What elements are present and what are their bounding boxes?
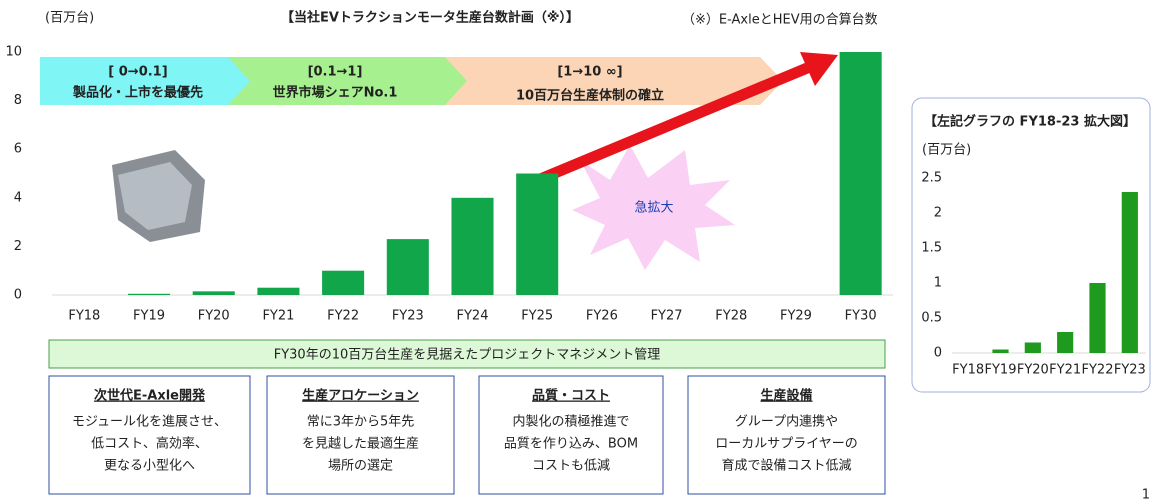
- stage-goal: 10百万台生産体制の確立: [516, 88, 664, 104]
- bar: [128, 294, 170, 295]
- y-tick-label: 1.5: [921, 241, 942, 256]
- bar: [451, 198, 493, 295]
- bar: [257, 288, 299, 295]
- y-tick-label: 0.5: [921, 311, 942, 326]
- info-box-title: 品質・コスト: [532, 388, 610, 404]
- slide: [ 0→0.1] 製品化・上市を最優先 [0.1→1] 世界市場シェアNo.1 …: [0, 0, 1158, 503]
- y-tick-label: 0: [14, 288, 22, 303]
- note: （※）E-AxleとHEV用の合算台数: [682, 13, 878, 28]
- info-box-line: 品質を作り込み、BOM: [504, 437, 638, 452]
- info-box-line: 常に3年から5年先: [307, 415, 415, 430]
- stage-range: [0.1→1]: [308, 65, 363, 80]
- x-tick-label: FY21: [262, 309, 294, 324]
- info-box-line: モジュール化を進展させ、: [72, 415, 227, 430]
- x-tick-label: FY19: [133, 309, 165, 324]
- banner-text: FY30年の10百万台生産を見据えたプロジェクトマネジメント管理: [274, 347, 661, 363]
- x-tick-label: FY25: [521, 309, 553, 324]
- info-box-line: 低コスト、高効率、: [91, 436, 208, 452]
- stage-goal: 製品化・上市を最優先: [72, 85, 203, 101]
- y-tick-label: 2: [934, 206, 942, 221]
- y-tick-label: 0: [934, 346, 942, 361]
- bar: [840, 52, 882, 295]
- y-tick-label: 4: [14, 190, 22, 205]
- inset-unit: (百万台): [922, 143, 971, 158]
- info-box-line: を見越した最適生産: [302, 436, 419, 452]
- x-tick-label: FY26: [586, 309, 618, 324]
- x-tick-label: FY28: [715, 309, 747, 324]
- x-tick-label: FY21: [1049, 363, 1081, 378]
- info-box-line: 内製化の積極推進で: [512, 414, 629, 430]
- x-tick-label: FY29: [780, 309, 812, 324]
- x-tick-label: FY30: [845, 309, 877, 324]
- info-box-title: 生産設備: [760, 388, 812, 404]
- y-tick-label: 2: [14, 239, 22, 254]
- y-tick-label: 6: [14, 142, 22, 157]
- x-tick-label: FY24: [457, 309, 489, 324]
- bar: [322, 271, 364, 295]
- info-box-line: ローカルサプライヤーの: [715, 437, 858, 452]
- bar: [193, 291, 235, 295]
- chart-title: 【当社EVトラクションモータ生産台数計画（※）】: [281, 10, 579, 26]
- y-tick-label: 1: [934, 276, 942, 291]
- stage-goal: 世界市場シェアNo.1: [273, 85, 398, 101]
- info-box-title: 生産アロケーション: [302, 388, 419, 404]
- bar: [1057, 332, 1073, 353]
- y-tick-label: 8: [14, 93, 22, 108]
- x-tick-label: FY18: [952, 363, 984, 378]
- x-tick-label: FY27: [651, 309, 683, 324]
- x-tick-label: FY22: [1082, 363, 1114, 378]
- stage-range: [ 0→0.1]: [108, 65, 167, 80]
- motor-image: [112, 150, 205, 242]
- x-tick-label: FY20: [1017, 363, 1049, 378]
- stage-range: [1→10 ∞]: [557, 65, 622, 80]
- x-tick-label: FY18: [68, 309, 100, 324]
- y-tick-label: 2.5: [921, 171, 942, 186]
- inset-title: 【左記グラフの FY18-23 拡大図】: [924, 114, 1136, 130]
- bar: [387, 239, 429, 295]
- x-tick-label: FY23: [1114, 363, 1146, 378]
- info-box-line: 場所の選定: [328, 459, 393, 474]
- x-tick-label: FY20: [198, 309, 230, 324]
- x-tick-label: FY22: [327, 309, 359, 324]
- x-tick-label: FY19: [985, 363, 1017, 378]
- info-box-line: 更なる小型化へ: [104, 459, 195, 474]
- info-box-line: 育成で設備コスト低減: [721, 458, 851, 474]
- info-box-line: グループ内連携や: [735, 414, 838, 430]
- bar: [1025, 343, 1041, 354]
- page-number: 1: [1142, 488, 1150, 503]
- info-box-line: コストも低減: [532, 458, 610, 474]
- bar: [1089, 283, 1105, 353]
- x-tick-label: FY23: [392, 309, 424, 324]
- bar: [516, 174, 558, 296]
- callout-text: 急拡大: [634, 201, 673, 216]
- y-tick-label: 10: [5, 45, 22, 60]
- bar: [1122, 192, 1138, 353]
- info-box-title: 次世代E-Axle開発: [94, 388, 206, 404]
- bar: [992, 350, 1008, 354]
- unit-label: (百万台): [45, 11, 94, 26]
